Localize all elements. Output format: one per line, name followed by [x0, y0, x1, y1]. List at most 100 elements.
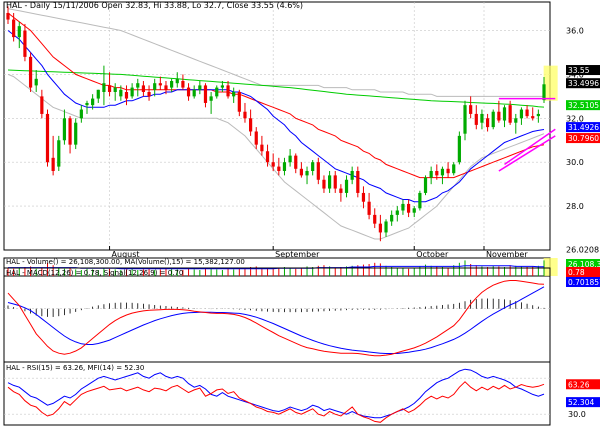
trendline [504, 128, 556, 166]
candle-body [96, 89, 100, 99]
candle-body [328, 175, 332, 189]
candle-body [12, 19, 16, 38]
chart-title: HAL - Daily 15/11/2006 Open 32.83, Hi 33… [6, 1, 303, 10]
candle-body [519, 109, 524, 119]
candle-body [170, 81, 174, 88]
candle-body [406, 203, 411, 213]
candle-body [384, 221, 388, 233]
month-label: August [112, 250, 140, 259]
candle-body [294, 155, 298, 169]
rsi-line [7, 381, 545, 423]
candle-body [435, 170, 439, 176]
panel-frame [3, 1, 551, 251]
candle-body [288, 155, 292, 163]
candle-body [215, 87, 219, 97]
candle-body [226, 85, 230, 97]
candle-body [62, 118, 67, 141]
candle-body [423, 177, 428, 193]
price-label-box [566, 133, 600, 144]
month-label: September [275, 250, 320, 259]
candle-body [339, 188, 343, 193]
candle-body [186, 87, 191, 97]
candle-body [497, 111, 501, 121]
rsi-price-label-box [566, 397, 600, 408]
moving-average-line [7, 30, 545, 203]
rsi-tick-label: 30.0 [568, 410, 586, 419]
volume-legend: HAL - Volume() = 26,108,300.00, MA(Volum… [6, 258, 245, 266]
candle-body [91, 98, 95, 106]
candle-body [418, 192, 422, 209]
candle-body [265, 151, 270, 163]
rsi-panel: HAL - RSI(15) = 63.26, MFI(14) = 52.30 63… [3, 361, 600, 426]
candle-body [322, 179, 326, 189]
candle-body [474, 113, 478, 125]
candle-body [254, 131, 258, 145]
price-label: 32.5105 [568, 101, 599, 110]
macd-legend: HAL - MACD(12,26) = 0.78, Signal(12,26,9… [6, 269, 183, 277]
candle-body [344, 179, 349, 193]
candle-body [130, 87, 134, 97]
candle-body [508, 105, 512, 123]
candle-body [373, 214, 377, 224]
candle-body [85, 102, 89, 106]
price-panel: 36.034.032.030.028.026.0208AugustSeptemb… [3, 1, 600, 259]
macd-line [7, 280, 545, 357]
candle-body [542, 84, 546, 101]
candle-body [220, 85, 224, 88]
candle-body [350, 170, 354, 180]
candle-body [113, 87, 117, 92]
candle-body [192, 89, 196, 97]
price-tick-label: 28.0 [566, 202, 584, 211]
candle-body [480, 113, 484, 123]
candle-body [356, 170, 360, 193]
price-label-box [566, 100, 600, 111]
candle-body [333, 175, 337, 189]
candle-body [536, 113, 540, 117]
candle-body [440, 168, 445, 176]
candle-body [147, 91, 151, 97]
macd-panel: HAL - MACD(12,26) = 0.78, Signal(12,26,9… [3, 267, 600, 363]
volume-price-label: 26,108,30 [568, 260, 600, 269]
candle-body [181, 81, 185, 88]
rsi-price-label-box [566, 379, 600, 390]
candle-body [390, 214, 394, 222]
candle-body [237, 91, 241, 112]
candle-body [164, 85, 168, 90]
candle-body [141, 85, 146, 92]
candle-body [457, 135, 461, 163]
candle-body [271, 162, 275, 167]
candle-body [299, 168, 303, 176]
candle-body [17, 26, 21, 38]
macd-price-label: 0.78 [568, 268, 585, 277]
rsi-legend: HAL - RSI(15) = 63.26, MFI(14) = 52.30 [6, 364, 144, 372]
macd-signal-line [7, 286, 545, 354]
candle-body [361, 192, 366, 202]
candle-body [124, 91, 129, 99]
month-label: October [416, 250, 449, 259]
price-label: 33.4996 [568, 79, 599, 88]
candle-body [243, 111, 247, 119]
candle-body [311, 162, 315, 171]
rsi-price-label: 63.26 [568, 380, 590, 389]
candle-body [203, 85, 208, 103]
candle-body [34, 78, 38, 86]
candle-body [6, 12, 10, 20]
price-label: 30.7960 [568, 134, 599, 143]
candle-body [531, 116, 535, 119]
price-tick-label: 26.0208 [566, 246, 599, 255]
candle-body [316, 162, 320, 180]
candle-body [502, 107, 507, 121]
candle-body [429, 170, 433, 178]
candle-body [158, 83, 162, 86]
candle-body [153, 83, 157, 90]
candle-body [74, 122, 78, 145]
price-tick-label: 36.0 [566, 27, 584, 36]
candle-body [57, 140, 61, 167]
price-label: 33.55 [568, 66, 590, 75]
candle-body [260, 144, 264, 152]
candle-body [28, 56, 33, 88]
candle-body [485, 118, 490, 128]
mfi-line [7, 368, 545, 419]
macd-price-label-box [566, 277, 600, 287]
